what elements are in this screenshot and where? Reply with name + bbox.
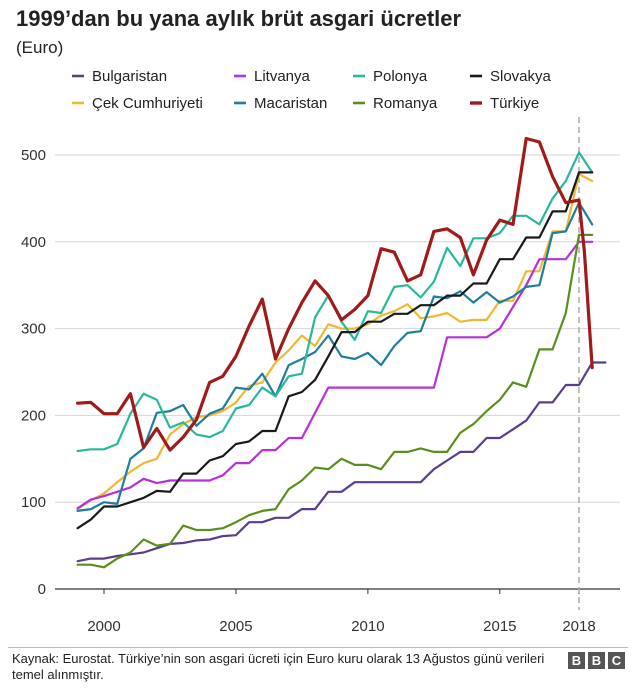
- x-tick-label: 2000: [87, 618, 120, 635]
- series-line-Litvanya: [76, 240, 594, 510]
- x-tick-label: 2005: [219, 618, 252, 635]
- source-note: Kaynak: Eurostat. Türkiye’nin son asgari…: [12, 651, 545, 682]
- y-tick-label: 0: [38, 581, 46, 598]
- x-tick-label: 2018: [562, 618, 595, 635]
- gridlines: [55, 154, 620, 590]
- y-tick-label: 100: [21, 494, 46, 511]
- y-tick-label: 400: [21, 234, 46, 251]
- series-line-Çek Cumhuriyeti: [76, 173, 594, 511]
- bbc-logo: B B C: [568, 652, 625, 669]
- y-tick-label: 300: [21, 321, 46, 338]
- legend-label: Polonya: [373, 68, 428, 85]
- legend-label: Bulgaristan: [92, 68, 167, 85]
- footer-divider: [8, 647, 628, 648]
- x-axis-ticks: 2000 2005 2010 2015 2018: [87, 589, 596, 635]
- legend-label: Litvanya: [254, 68, 311, 85]
- legend-label: Macaristan: [254, 95, 327, 112]
- x-tick-label: 2015: [483, 618, 516, 635]
- legend-label: Türkiye: [490, 95, 539, 112]
- legend-label: Romanya: [373, 95, 438, 112]
- y-tick-label: 200: [21, 407, 46, 424]
- series-lines: [76, 136, 607, 569]
- chart-title: 1999’dan bu yana aylık brüt asgari ücret…: [16, 6, 462, 31]
- chart-subtitle: (Euro): [16, 38, 64, 57]
- series-line-Bulgaristan: [76, 361, 607, 563]
- logo-letter: B: [588, 652, 605, 669]
- x-tick-label: 2010: [351, 618, 384, 635]
- series-line-Türkiye: [76, 136, 594, 452]
- legend-label: Slovakya: [490, 68, 552, 85]
- logo-letter: B: [568, 652, 585, 669]
- series-line-Romanya: [76, 233, 594, 569]
- line-chart: 0 100 200 300 400 500 2000 2005 2010 2015 2018 Bu…: [21, 68, 620, 635]
- logo-letter: C: [608, 652, 625, 669]
- y-tick-label: 500: [21, 147, 46, 164]
- legend: Bulgaristan Litvanya Polonya Slovakya Çek Cu…: [72, 68, 552, 112]
- y-axis-ticks: 0 100 200 300 400 500: [21, 147, 46, 598]
- legend-label: Çek Cumhuriyeti: [92, 95, 203, 112]
- series-line-Slovakya: [76, 171, 594, 530]
